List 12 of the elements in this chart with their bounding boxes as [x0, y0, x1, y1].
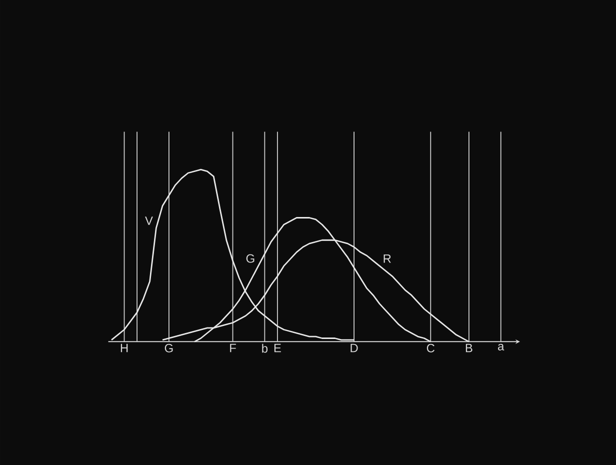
x-tick-label: C [426, 344, 435, 352]
series-label: R [384, 254, 391, 263]
x-tick-label: b [262, 344, 268, 353]
series-label: G [246, 254, 254, 263]
x-tick-label: H [120, 344, 128, 352]
x-tick-label: F [230, 344, 236, 352]
x-tick-label: E [274, 344, 281, 352]
series-label: V [145, 216, 153, 225]
x-tick-label: G [164, 344, 173, 352]
x-tick-label: a [498, 344, 504, 350]
x-tick-label: D [350, 344, 358, 352]
x-tick-label: B [466, 344, 472, 352]
